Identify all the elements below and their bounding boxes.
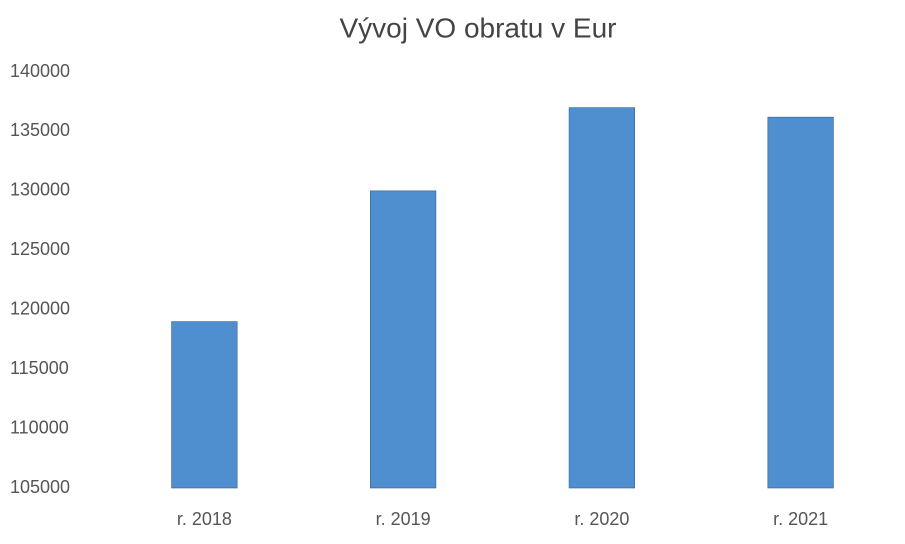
chart-title: Vývoj VO obratu v Eur xyxy=(339,12,616,43)
bar xyxy=(370,190,437,489)
bar xyxy=(171,321,238,489)
x-tick-label: r. 2019 xyxy=(376,509,431,529)
y-tick-label: 125000 xyxy=(10,239,70,259)
x-tick-label: r. 2020 xyxy=(574,509,629,529)
bar xyxy=(568,107,635,489)
bar xyxy=(767,116,834,489)
x-tick-label: r. 2018 xyxy=(177,509,232,529)
y-tick-label: 135000 xyxy=(10,120,70,140)
x-tick-label: r. 2021 xyxy=(773,509,828,529)
y-tick-label: 115000 xyxy=(10,358,69,378)
y-tick-label: 130000 xyxy=(10,180,70,200)
y-tick-label: 120000 xyxy=(10,298,70,318)
y-tick-label: 110000 xyxy=(10,417,69,437)
y-tick-label: 140000 xyxy=(10,61,70,81)
y-tick-label: 105000 xyxy=(10,477,70,497)
